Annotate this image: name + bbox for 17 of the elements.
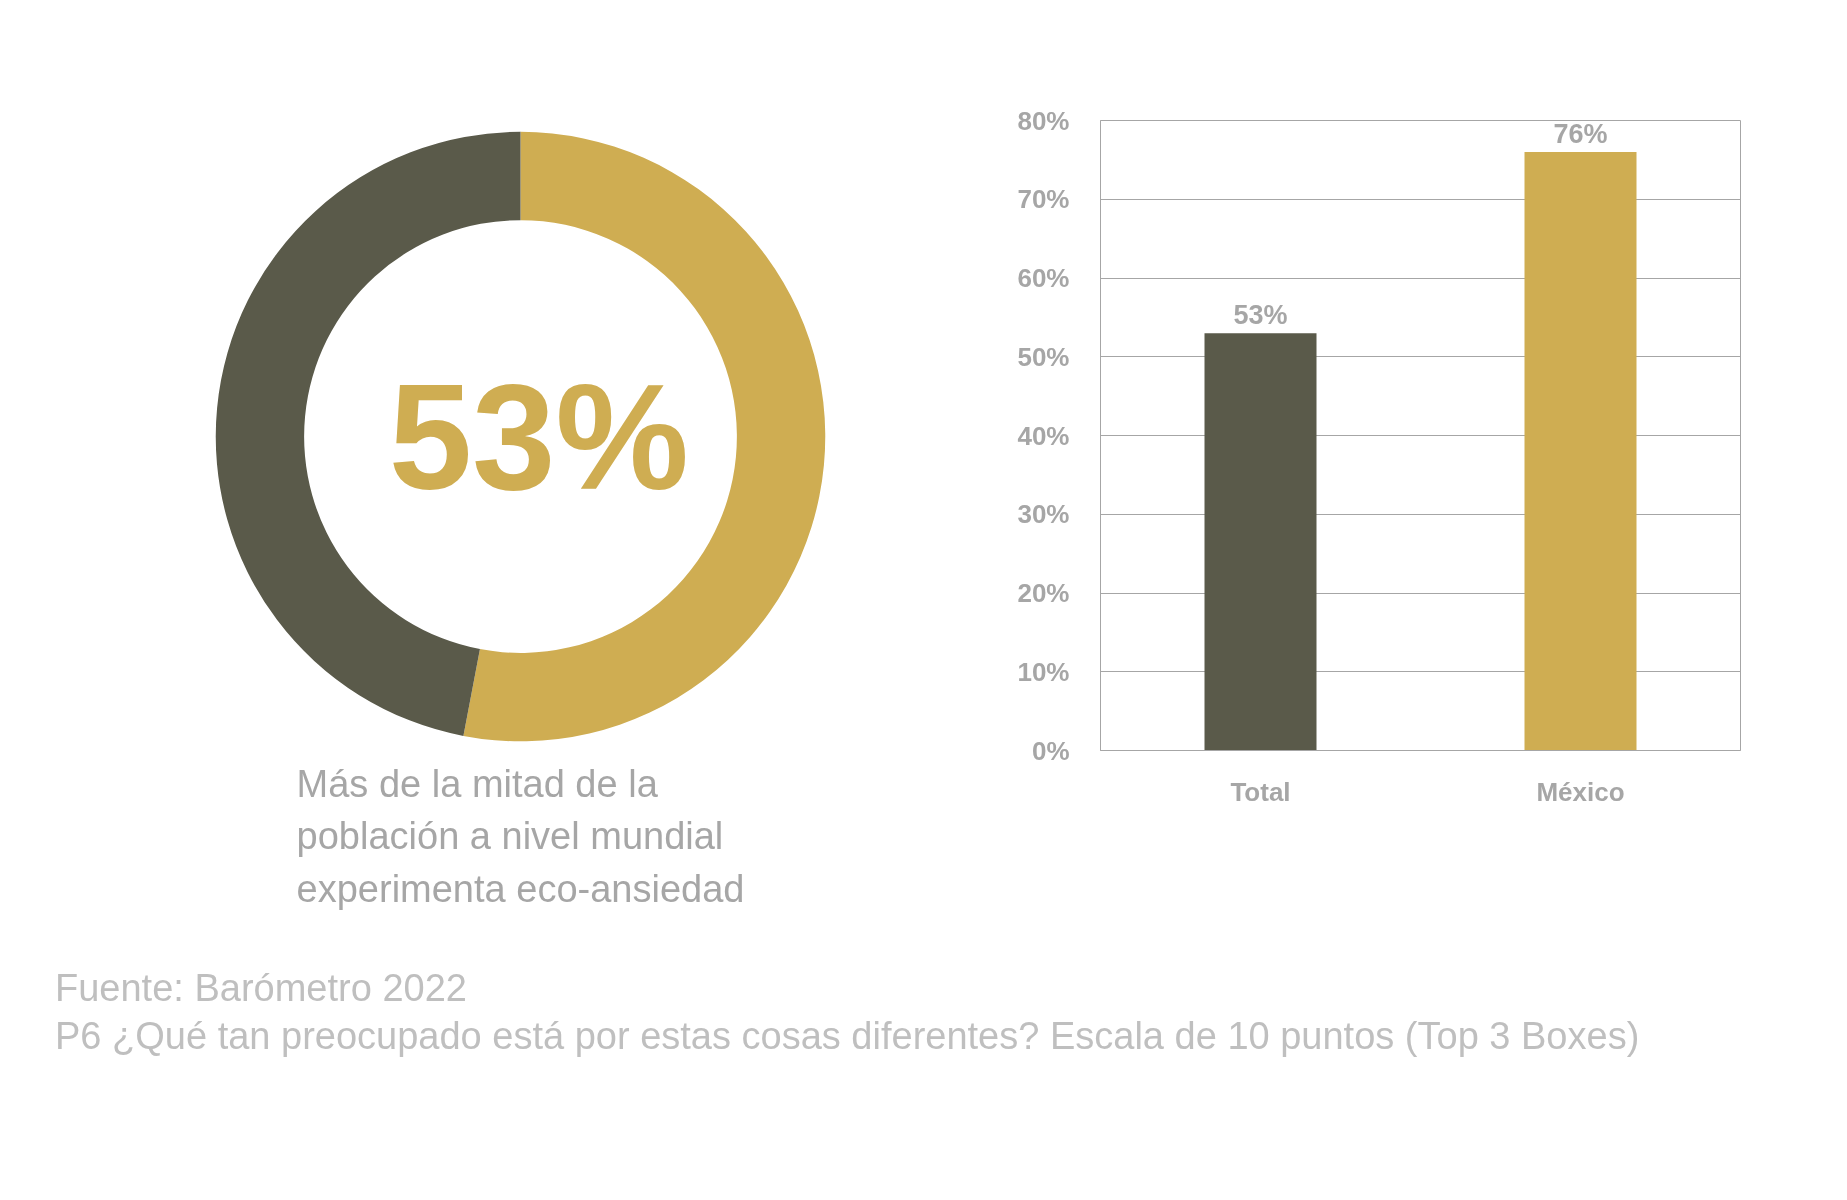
source-note: Fuente: Barómetro 2022: [55, 966, 468, 1011]
text: Más de la mitad de la población a nivel mundial experimenta eco-ansiedad: [296, 762, 745, 910]
data-label: 76%: [1553, 119, 1608, 149]
y-tick-label: 30%: [1017, 499, 1070, 530]
y-tick-label: 20%: [1017, 578, 1070, 608]
y-tick-label: 0%: [1031, 735, 1070, 766]
x-tick-label: México: [1536, 776, 1625, 807]
y-tick-label: 80%: [1017, 105, 1070, 136]
x-tick-label: Total: [1230, 776, 1291, 807]
y-tick-label: 60%: [1017, 263, 1070, 293]
y-tick-label: 10%: [1017, 656, 1070, 687]
text: P6 ¿Qué tan preocupado está por estas cosas diferentes? Escala de 10 puntos (Top 3 Boxes): [55, 1013, 1640, 1059]
y-tick-label: 70%: [1017, 184, 1070, 215]
y-tick-label: 50%: [1017, 341, 1070, 372]
data-label: 53%: [1233, 300, 1288, 331]
y-tick-label: 40%: [1017, 420, 1070, 451]
text: 53%: [388, 352, 689, 521]
